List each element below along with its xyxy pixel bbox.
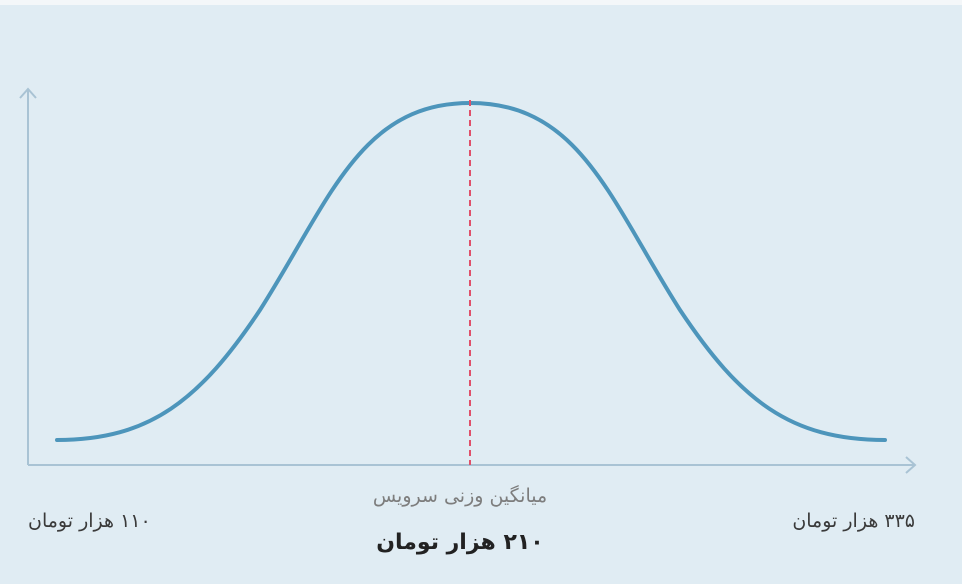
- mean-value: ۲۱۰ هزار تومان: [376, 530, 544, 555]
- min-label: ۱۱۰ هزار تومان: [28, 510, 151, 532]
- mean-caption: میانگین وزنی سرویس: [372, 485, 548, 507]
- top-strip: [0, 0, 962, 5]
- max-label: ۳۳۵ هزار تومان: [792, 510, 915, 532]
- y-arrow: [19, 87, 37, 99]
- x-arrow: [905, 456, 917, 474]
- axes: [19, 87, 917, 474]
